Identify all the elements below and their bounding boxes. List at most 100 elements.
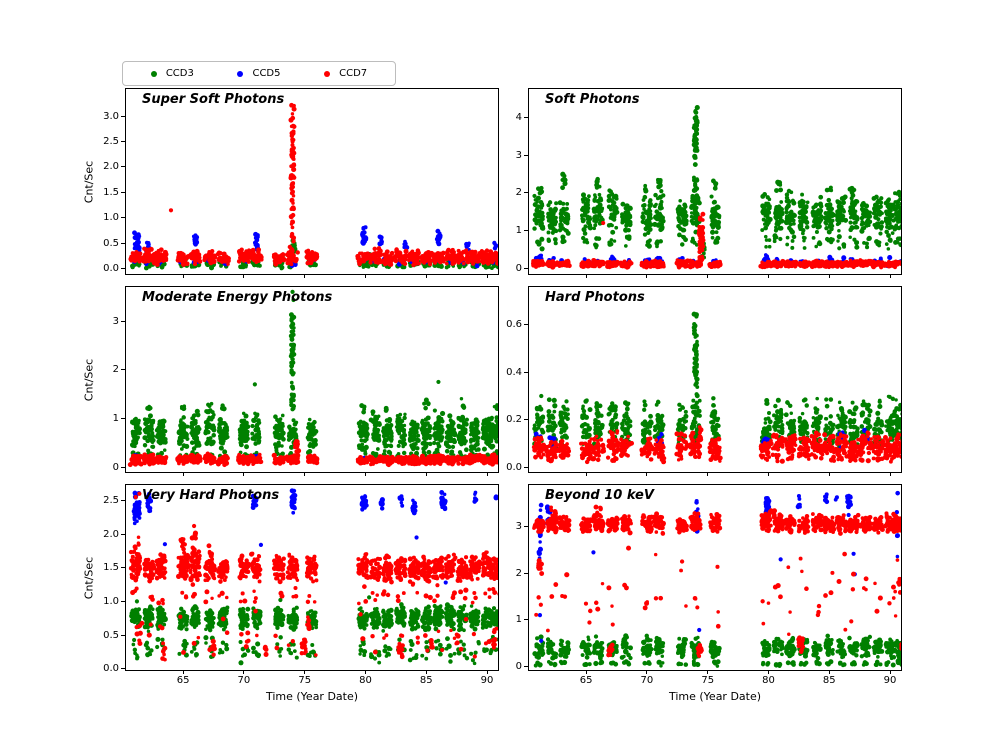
ccd3-marker-icon <box>150 70 157 77</box>
y-tick-label: 0.5 <box>103 237 119 249</box>
y-tick-label: 1 <box>515 614 522 626</box>
x-tick-mark <box>646 472 648 476</box>
y-tick-label: 3 <box>515 521 522 533</box>
scatter-canvas-moderate <box>126 287 498 472</box>
scatter-canvas-beyond-10kev <box>529 485 901 670</box>
y-tick-mark <box>121 140 125 142</box>
x-tick-mark <box>828 472 830 476</box>
scatter-canvas-very-hard <box>126 485 498 670</box>
subplot-title: Soft Photons <box>545 92 640 107</box>
scatter-canvas-super-soft <box>126 89 498 274</box>
x-tick-mark <box>585 274 587 278</box>
subplot-title: Super Soft Photons <box>142 92 285 107</box>
x-tick-mark <box>182 670 184 674</box>
y-tick-label: 0.4 <box>506 366 522 378</box>
y-tick-label: 2 <box>515 567 522 579</box>
y-tick-label: 0 <box>112 461 119 473</box>
subplot-hard-photons: Hard Photons 0.0 0.2 0.4 0.6 <box>506 286 902 476</box>
y-tick-label: 3 <box>515 149 522 161</box>
legend-item-ccd5: CCD5 <box>237 68 281 79</box>
legend-item-ccd7: CCD7 <box>324 68 367 79</box>
ccd7-marker-icon <box>324 70 331 77</box>
y-tick-label: 1.0 <box>103 595 119 607</box>
x-tick-mark <box>304 472 306 476</box>
y-tick-mark <box>121 634 125 636</box>
x-tick-mark <box>707 472 709 476</box>
y-tick-label: 1 <box>112 412 119 424</box>
x-tick-mark <box>828 670 830 674</box>
y-tick-label: 0 <box>515 660 522 672</box>
y-tick-mark <box>524 230 528 232</box>
x-tick-mark <box>364 472 366 476</box>
x-tick-mark <box>486 670 488 674</box>
y-tick-label: 0 <box>515 262 522 274</box>
x-tick-label: 85 <box>419 675 433 686</box>
x-tick-label: 65 <box>176 675 190 686</box>
x-tick-mark <box>646 274 648 278</box>
x-tick-label: 90 <box>480 675 494 686</box>
y-tick-mark <box>121 268 125 270</box>
x-tick-mark <box>364 274 366 278</box>
x-tick-mark <box>889 274 891 278</box>
x-tick-mark <box>182 274 184 278</box>
y-tick-mark <box>524 371 528 373</box>
x-tick-label: 65 <box>579 675 593 686</box>
x-tick-label: 80 <box>762 675 775 686</box>
y-tick-label: 1.5 <box>103 562 119 574</box>
x-tick-mark <box>889 472 891 476</box>
y-tick-mark <box>121 600 125 602</box>
y-tick-mark <box>121 320 125 322</box>
subplot-super-soft-photons: Super Soft Photons Cnt/Sec 0.0 0.5 1.0 1.5 2… <box>83 88 499 278</box>
subplot-soft-photons: Soft Photons 0 1 2 3 4 <box>516 88 902 278</box>
x-tick-mark <box>646 670 648 674</box>
y-tick-label: 4 <box>515 111 522 123</box>
y-tick-mark <box>121 369 125 371</box>
x-tick-mark <box>767 670 769 674</box>
x-tick-mark <box>585 472 587 476</box>
x-tick-label: 75 <box>298 675 312 686</box>
subplot-title: Moderate Energy Photons <box>142 290 333 305</box>
y-tick-mark <box>121 668 125 670</box>
legend: CCD3 CCD5 CCD7 <box>122 61 396 86</box>
x-tick-mark <box>364 670 366 674</box>
y-tick-mark <box>524 116 528 118</box>
y-tick-mark <box>524 192 528 194</box>
subplot-title: Hard Photons <box>545 290 645 305</box>
y-tick-label: 0.0 <box>103 663 119 675</box>
y-tick-mark <box>121 499 125 501</box>
x-tick-label: 70 <box>640 675 654 686</box>
y-tick-label: 2.0 <box>103 528 119 540</box>
x-tick-mark <box>767 274 769 278</box>
ccd5-marker-icon <box>237 70 244 77</box>
x-axis-label: Time (Year Date) <box>265 690 359 703</box>
x-tick-label: 70 <box>237 675 251 686</box>
x-tick-mark <box>182 472 184 476</box>
x-tick-label: 75 <box>701 675 715 686</box>
y-tick-label: 3.0 <box>103 110 119 122</box>
legend-label-ccd7: CCD7 <box>339 68 368 79</box>
y-tick-label: 2.5 <box>103 135 119 147</box>
x-tick-mark <box>243 670 245 674</box>
x-tick-mark <box>304 274 306 278</box>
x-tick-label: 90 <box>883 675 897 686</box>
subplot-title: Beyond 10 keV <box>545 488 654 503</box>
y-tick-mark <box>121 466 125 468</box>
x-tick-mark <box>707 670 709 674</box>
x-tick-mark <box>486 472 488 476</box>
x-tick-mark <box>889 670 891 674</box>
x-tick-mark <box>304 670 306 674</box>
y-tick-mark <box>524 466 528 468</box>
y-tick-label: 0.5 <box>103 629 119 641</box>
x-tick-label: 85 <box>822 675 836 686</box>
y-tick-label: 1.5 <box>103 186 119 198</box>
y-tick-mark <box>524 154 528 156</box>
y-tick-mark <box>121 242 125 244</box>
subplot-beyond-10-kev: Beyond 10 keV Time (Year Date) 0 1 2 3 65 70 7… <box>516 484 902 703</box>
y-tick-mark <box>121 417 125 419</box>
y-tick-mark <box>121 115 125 117</box>
y-tick-label: 2 <box>112 364 119 376</box>
y-tick-mark <box>524 419 528 421</box>
scatter-canvas-soft <box>529 89 901 274</box>
subplot-title: Very Hard Photons <box>142 488 280 503</box>
